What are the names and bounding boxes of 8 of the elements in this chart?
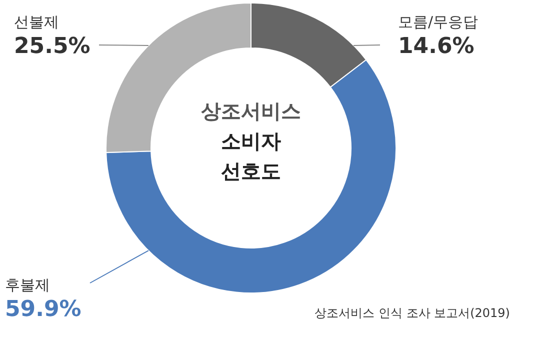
slice-label: 후불제	[5, 276, 50, 294]
data-label: 59.9%	[5, 297, 82, 322]
text: 상조서비스 인식 조사 보고서(2019)	[314, 306, 510, 320]
data-label: 14.6%	[398, 34, 474, 59]
slice-label: 모름/무응답	[398, 13, 478, 31]
text: 상조서비스 소비자 선호도	[201, 99, 301, 183]
slice-label: 선불제	[14, 13, 59, 31]
data-label: 25.5%	[14, 34, 90, 59]
